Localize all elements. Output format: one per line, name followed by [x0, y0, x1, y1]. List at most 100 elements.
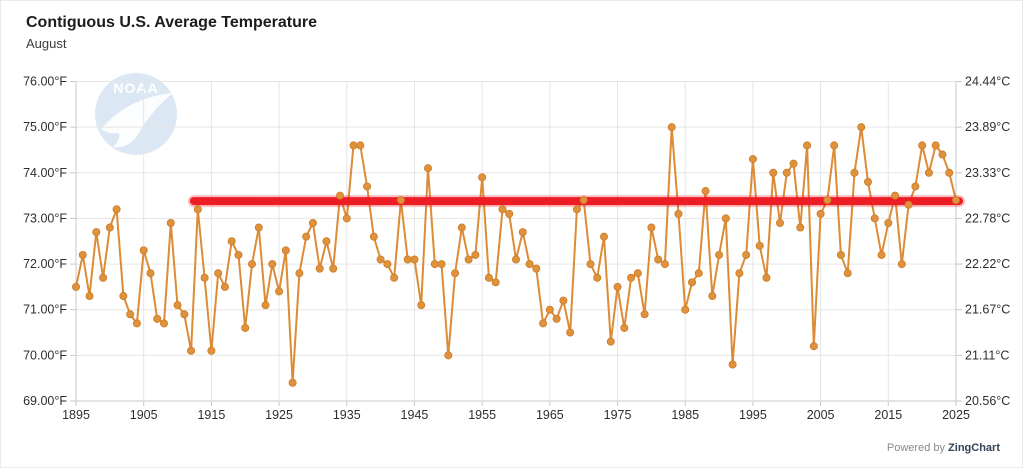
data-point[interactable] — [437, 260, 446, 269]
data-point[interactable] — [302, 232, 311, 241]
data-point[interactable] — [275, 287, 284, 296]
data-point[interactable] — [660, 260, 669, 269]
data-point[interactable] — [471, 250, 480, 259]
data-point[interactable] — [803, 141, 812, 150]
data-point[interactable] — [647, 223, 656, 232]
data-point[interactable] — [857, 123, 866, 132]
data-point[interactable] — [288, 378, 297, 387]
data-point[interactable] — [864, 177, 873, 186]
data-point[interactable] — [897, 260, 906, 269]
data-point[interactable] — [193, 205, 202, 214]
data-point[interactable] — [525, 260, 534, 269]
data-point[interactable] — [708, 292, 717, 301]
data-point[interactable] — [430, 260, 439, 269]
data-point[interactable] — [464, 255, 473, 264]
data-point[interactable] — [952, 196, 961, 205]
data-point[interactable] — [545, 305, 554, 314]
data-point[interactable] — [85, 292, 94, 301]
data-point[interactable] — [918, 141, 927, 150]
data-point[interactable] — [342, 214, 351, 223]
data-point[interactable] — [593, 273, 602, 282]
data-point[interactable] — [457, 223, 466, 232]
data-point[interactable] — [491, 278, 500, 287]
data-point[interactable] — [836, 250, 845, 259]
data-point[interactable] — [884, 218, 893, 227]
data-point[interactable] — [72, 282, 81, 291]
data-point[interactable] — [322, 237, 331, 246]
data-point[interactable] — [518, 228, 527, 237]
data-point[interactable] — [688, 278, 697, 287]
data-point[interactable] — [383, 260, 392, 269]
data-point[interactable] — [755, 241, 764, 250]
data-point[interactable] — [417, 301, 426, 310]
data-point[interactable] — [308, 218, 317, 227]
data-point[interactable] — [742, 250, 751, 259]
data-point[interactable] — [539, 319, 548, 328]
data-point[interactable] — [627, 273, 636, 282]
data-point[interactable] — [403, 255, 412, 264]
data-point[interactable] — [92, 228, 101, 237]
data-point[interactable] — [633, 269, 642, 278]
data-point[interactable] — [396, 196, 405, 205]
data-point[interactable] — [938, 150, 947, 159]
data-point[interactable] — [843, 269, 852, 278]
data-point[interactable] — [112, 205, 121, 214]
data-point[interactable] — [945, 168, 954, 177]
data-point[interactable] — [809, 342, 818, 351]
data-point[interactable] — [146, 269, 155, 278]
data-point[interactable] — [532, 264, 541, 273]
data-point[interactable] — [132, 319, 141, 328]
data-point[interactable] — [769, 168, 778, 177]
data-point[interactable] — [390, 273, 399, 282]
data-point[interactable] — [606, 337, 615, 346]
data-point[interactable] — [78, 250, 87, 259]
data-point[interactable] — [823, 196, 832, 205]
data-point[interactable] — [498, 205, 507, 214]
zingchart-link[interactable]: ZingChart — [948, 442, 1000, 454]
data-point[interactable] — [444, 351, 453, 360]
data-point[interactable] — [410, 255, 419, 264]
data-point[interactable] — [234, 250, 243, 259]
data-point[interactable] — [559, 296, 568, 305]
data-point[interactable] — [728, 360, 737, 369]
data-point[interactable] — [241, 323, 250, 332]
data-point[interactable] — [830, 141, 839, 150]
data-point[interactable] — [505, 209, 514, 218]
data-point[interactable] — [376, 255, 385, 264]
data-point[interactable] — [484, 273, 493, 282]
data-point[interactable] — [335, 191, 344, 200]
data-point[interactable] — [295, 269, 304, 278]
data-point[interactable] — [511, 255, 520, 264]
data-point[interactable] — [904, 200, 913, 209]
data-point[interactable] — [579, 196, 588, 205]
data-point[interactable] — [586, 260, 595, 269]
data-point[interactable] — [220, 282, 229, 291]
data-point[interactable] — [620, 323, 629, 332]
data-point[interactable] — [891, 191, 900, 200]
data-point[interactable] — [924, 168, 933, 177]
data-point[interactable] — [681, 305, 690, 314]
data-point[interactable] — [600, 232, 609, 241]
data-point[interactable] — [207, 346, 216, 355]
data-point[interactable] — [166, 218, 175, 227]
data-point[interactable] — [701, 187, 710, 196]
data-point[interactable] — [776, 218, 785, 227]
data-point[interactable] — [254, 223, 263, 232]
data-point[interactable] — [99, 273, 108, 282]
data-point[interactable] — [315, 264, 324, 273]
data-point[interactable] — [153, 314, 162, 323]
data-point[interactable] — [667, 123, 676, 132]
data-point[interactable] — [180, 310, 189, 319]
data-point[interactable] — [363, 182, 372, 191]
data-point[interactable] — [850, 168, 859, 177]
data-point[interactable] — [369, 232, 378, 241]
data-point[interactable] — [694, 269, 703, 278]
data-point[interactable] — [423, 164, 432, 173]
data-point[interactable] — [782, 168, 791, 177]
data-point[interactable] — [789, 159, 798, 168]
data-point[interactable] — [566, 328, 575, 337]
data-point[interactable] — [126, 310, 135, 319]
data-point[interactable] — [748, 155, 757, 164]
data-point[interactable] — [572, 205, 581, 214]
data-point[interactable] — [173, 301, 182, 310]
